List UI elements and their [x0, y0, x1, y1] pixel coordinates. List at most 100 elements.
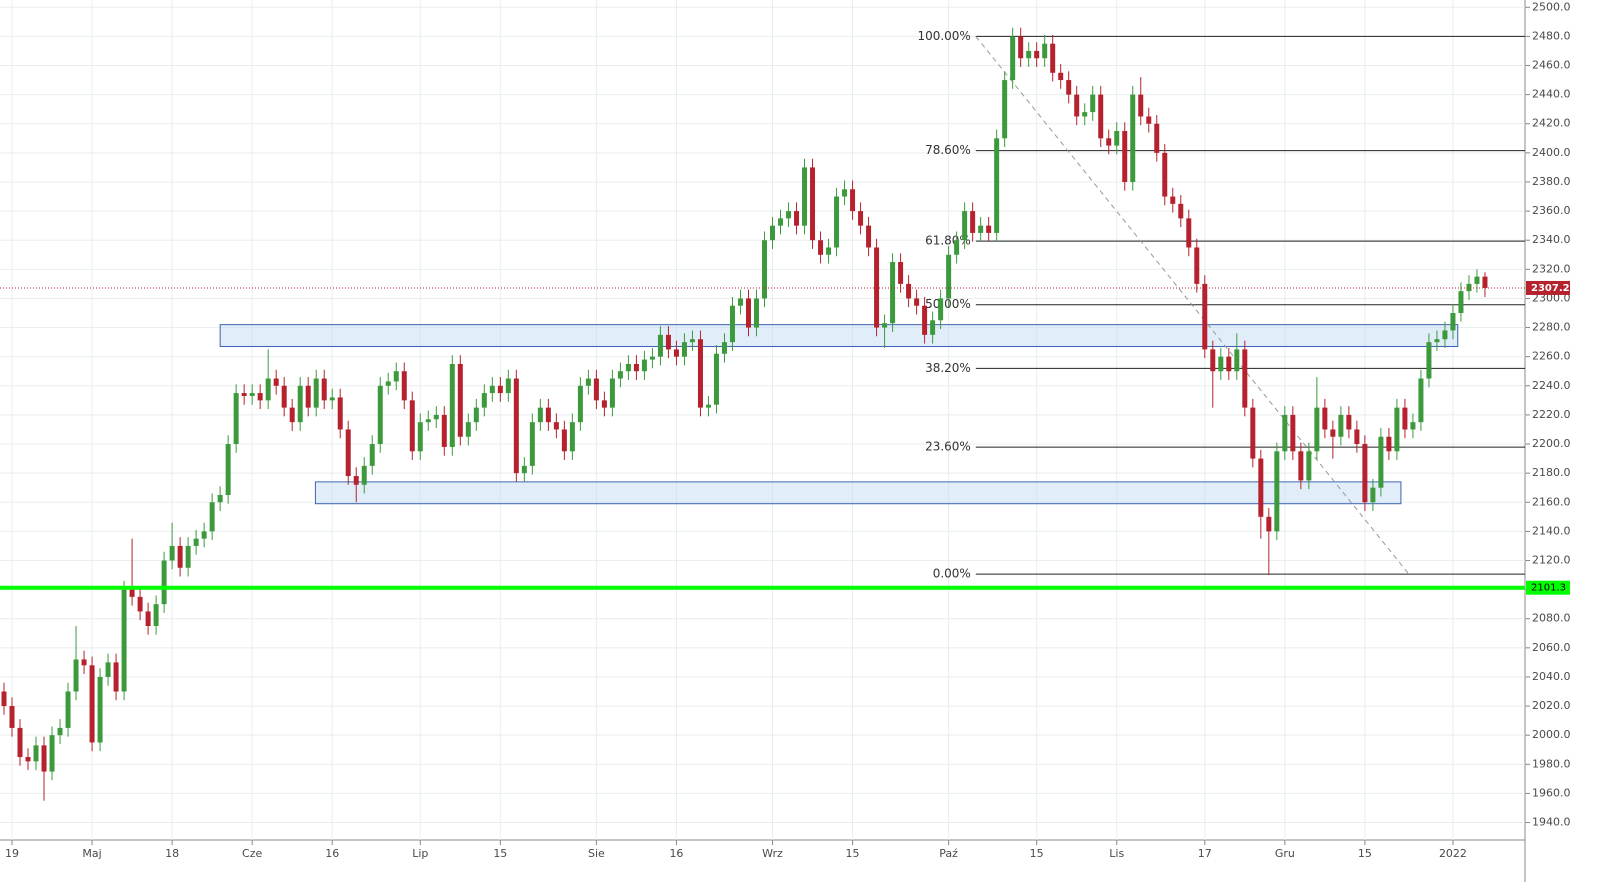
candle-body	[481, 393, 487, 408]
candle-body	[1346, 414, 1352, 430]
candle-body	[1002, 80, 1008, 139]
candle-body	[1482, 276, 1488, 288]
candle-body	[201, 531, 207, 539]
candle-body	[1074, 94, 1080, 117]
candle-body	[265, 378, 271, 401]
y-tick-label: 2280.0	[1532, 321, 1571, 334]
candle-body	[721, 342, 727, 354]
candle-body	[713, 353, 719, 405]
candle-body	[745, 298, 751, 328]
y-tick-label: 2360.0	[1532, 204, 1571, 217]
candle-body	[529, 422, 535, 466]
candle-body	[906, 283, 912, 299]
candle-body	[842, 189, 848, 197]
candle-body	[385, 381, 391, 386]
y-tick-label: 2260.0	[1532, 350, 1571, 363]
candle-body	[1442, 330, 1448, 340]
candle-body	[1474, 276, 1480, 284]
y-tick-label: 2240.0	[1532, 379, 1571, 392]
candle-body	[1234, 349, 1240, 372]
candle-body	[898, 262, 904, 284]
y-tick-label: 1960.0	[1532, 786, 1571, 799]
x-tick-label: 15	[1030, 847, 1044, 860]
candle-body	[617, 371, 623, 379]
candle-body	[313, 378, 319, 408]
candle-body	[1338, 414, 1344, 437]
candle-body	[441, 414, 447, 447]
candle-body	[129, 589, 135, 597]
y-tick-label: 2120.0	[1532, 553, 1571, 566]
candle-body	[1178, 203, 1184, 219]
candle-body	[922, 305, 928, 335]
y-tick-label: 2400.0	[1532, 146, 1571, 159]
candle-body	[361, 465, 367, 485]
candle-body	[1266, 516, 1272, 532]
candle-body	[681, 342, 687, 357]
candle-body	[850, 189, 856, 212]
candle-body	[449, 363, 455, 447]
candle-body	[1250, 407, 1256, 459]
candle-body	[241, 393, 247, 396]
candle-body	[1426, 342, 1432, 379]
candle-body	[689, 339, 695, 343]
candle-body	[497, 385, 503, 394]
candle-body	[417, 422, 423, 452]
candle-body	[377, 385, 383, 445]
candle-body	[137, 596, 143, 612]
candle-body	[393, 371, 399, 382]
y-tick-label: 1940.0	[1532, 816, 1571, 829]
candle-body	[353, 476, 359, 485]
x-tick-label: Maj	[82, 847, 101, 860]
zone	[314, 481, 1402, 505]
candle-body	[1106, 138, 1112, 146]
y-tick-label: 2160.0	[1532, 495, 1571, 508]
candle-body	[1450, 312, 1456, 331]
x-tick-label: 17	[1198, 847, 1212, 860]
candle-body	[1354, 429, 1360, 445]
y-tick-label: 2200.0	[1532, 437, 1571, 450]
candle-body	[569, 422, 575, 452]
candle-body	[553, 422, 559, 430]
candle-body	[585, 378, 591, 386]
candle-body	[1314, 407, 1320, 452]
candle-body	[225, 444, 231, 495]
candle-body	[1162, 152, 1168, 197]
candle-body	[433, 414, 439, 420]
candle-body	[697, 339, 703, 408]
candle-body	[89, 665, 95, 743]
candle-body	[185, 545, 191, 568]
candle-body	[1410, 422, 1416, 430]
fib-label: 100.00%	[917, 29, 970, 43]
candle-body	[545, 407, 551, 423]
candle-body	[257, 393, 263, 401]
candle-body	[1042, 43, 1048, 59]
candle-body	[537, 407, 543, 423]
candle-body	[169, 545, 175, 561]
candle-body	[1186, 218, 1192, 248]
x-tick-label: Lip	[412, 847, 428, 860]
y-tick-label: 2040.0	[1532, 670, 1571, 683]
candle-body	[994, 138, 1000, 233]
x-tick-label: 2022	[1439, 847, 1467, 860]
candle-body	[17, 727, 23, 758]
candle-body	[1370, 487, 1376, 503]
y-tick-label: 2320.0	[1532, 262, 1571, 275]
candle-body	[1130, 94, 1136, 182]
candle-body	[1090, 94, 1096, 113]
candle-body	[465, 422, 471, 437]
fib-label: 0.00%	[933, 567, 971, 581]
fib-label: 38.20%	[925, 361, 971, 375]
candle-body	[457, 363, 463, 437]
candle-body	[153, 604, 159, 626]
candle-body	[41, 745, 47, 772]
x-tick-label: 19	[5, 847, 19, 860]
candle-body	[802, 167, 808, 226]
candle-body	[209, 502, 215, 532]
candle-body	[858, 211, 864, 226]
candle-body	[145, 611, 151, 626]
candle-body	[105, 662, 111, 677]
y-tick-label: 2340.0	[1532, 233, 1571, 246]
candle-body	[729, 305, 735, 343]
x-tick-label: 15	[493, 847, 507, 860]
candle-body	[1242, 349, 1248, 408]
